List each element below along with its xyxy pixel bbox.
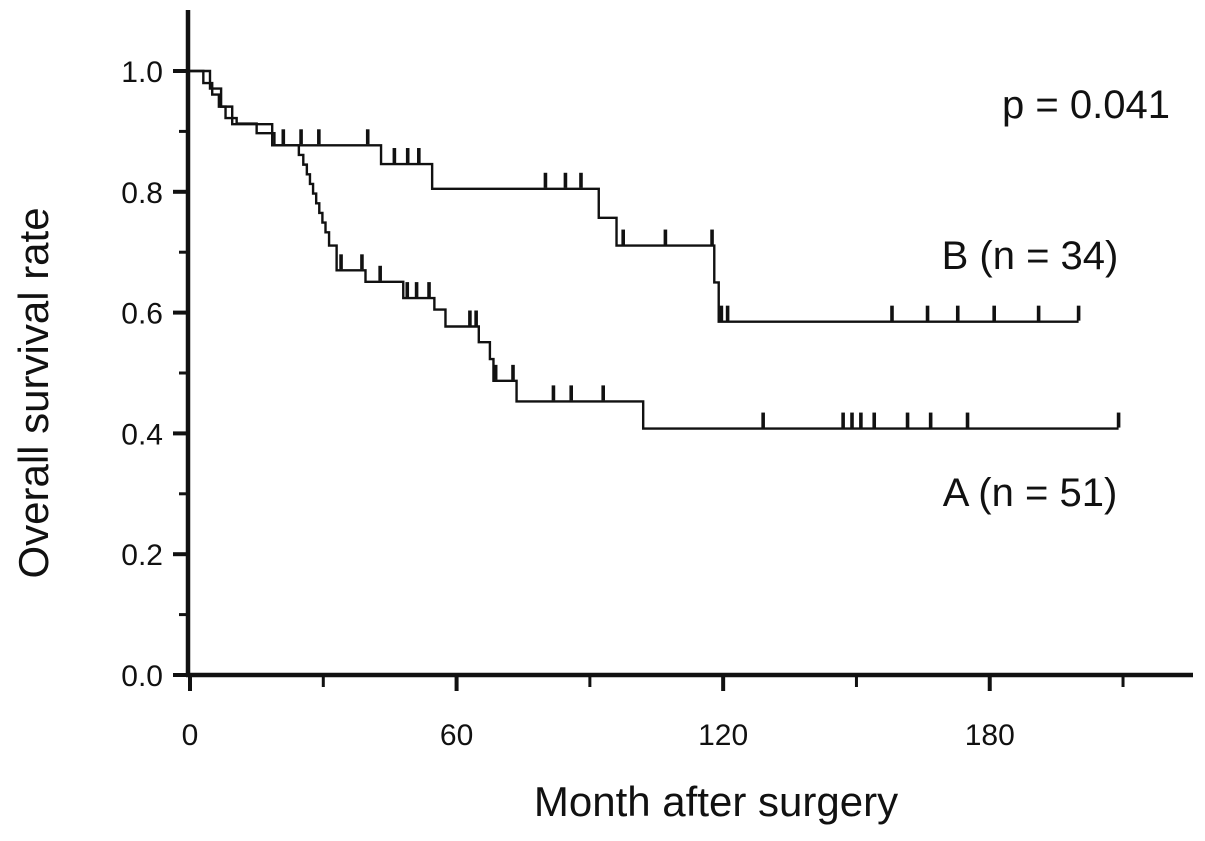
y-tick-label: 0.8 <box>121 177 163 210</box>
y-ticks <box>173 69 186 677</box>
x-tick-label: 180 <box>965 719 1015 752</box>
x-axis-title: Month after surgery <box>534 778 898 825</box>
x-tick-label: 120 <box>698 719 748 752</box>
series-a-inline-label: A (n = 51) <box>943 471 1118 515</box>
x-tick-label: 60 <box>440 719 473 752</box>
y-tick-label: 0.0 <box>121 660 163 693</box>
x-tick-label: 0 <box>182 719 199 752</box>
axes <box>185 10 1193 678</box>
series-curves <box>190 69 1121 430</box>
series-b-inline-label: B (n = 34) <box>942 234 1119 278</box>
survival-curve-b <box>190 69 1079 323</box>
x-tick-labels: 0 60 120 180 <box>182 719 1015 752</box>
y-tick-label: 0.2 <box>121 539 163 572</box>
y-tick-label: 0.4 <box>121 418 163 451</box>
y-tick-labels: 1.0 0.8 0.6 0.4 0.2 0.0 <box>121 56 163 693</box>
p-value-annotation: p = 0.041 <box>1002 83 1170 127</box>
x-ticks <box>188 675 1125 691</box>
y-axis-title: Overall survival rate <box>10 207 57 578</box>
y-tick-label: 0.6 <box>121 298 163 331</box>
survival-curve-a <box>190 69 1119 430</box>
y-tick-label: 1.0 <box>121 56 163 89</box>
